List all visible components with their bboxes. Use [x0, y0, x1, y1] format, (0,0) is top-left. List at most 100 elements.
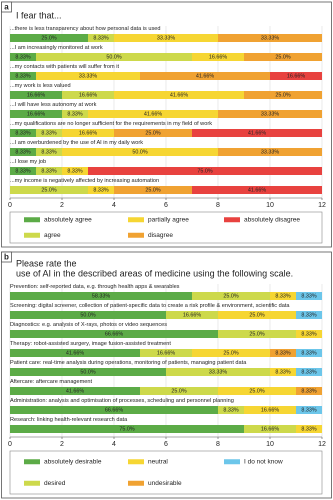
category-label: Administration: analysis and optimisatio…: [10, 398, 234, 404]
bar-segment: [10, 129, 36, 137]
value-label: 8.33%: [15, 131, 30, 137]
bar-segment: [166, 311, 218, 319]
bar-segment: [270, 368, 296, 376]
bar-segment: [10, 186, 88, 194]
x-tick-label: 12: [318, 202, 326, 209]
value-label: 8.33%: [15, 150, 30, 156]
bar-segment: [10, 311, 166, 319]
value-label: 8.33%: [275, 351, 290, 357]
value-label: 75.0%: [197, 169, 212, 175]
category-label: ...I lose my job: [10, 159, 47, 165]
bar-segment: [192, 349, 270, 357]
bar-segment: [62, 129, 114, 137]
bar-segment: [270, 292, 296, 300]
bar-segment: [296, 406, 322, 414]
value-label: 41.66%: [248, 188, 266, 194]
bar-segment: [114, 129, 192, 137]
bar-segment: [114, 34, 218, 42]
value-label: 16.66%: [27, 112, 45, 118]
bar-segment: [88, 34, 114, 42]
value-label: 8.33%: [41, 150, 56, 156]
x-tick-label: 0: [8, 441, 12, 448]
legend-swatch: [24, 232, 40, 238]
bar-segment: [218, 311, 296, 319]
value-label: 8.33%: [15, 55, 30, 61]
bar-segment: [10, 148, 36, 156]
bar-segment: [62, 167, 88, 175]
value-label: 8.33%: [301, 408, 316, 414]
value-label: 25.0%: [41, 188, 56, 194]
x-tick-label: 0: [8, 202, 12, 209]
bar-segment: [10, 368, 166, 376]
value-label: 33.33%: [261, 112, 279, 118]
value-label: 8.33%: [301, 351, 316, 357]
bar-segment: [10, 53, 36, 61]
value-label: 16.66%: [261, 427, 279, 433]
value-label: 41.66%: [248, 131, 266, 137]
bar-segment: [192, 292, 270, 300]
legend-swatch: [24, 459, 40, 465]
bar-segment: [296, 349, 322, 357]
category-label: ...there is less transparency about how …: [10, 26, 161, 32]
x-tick-label: 8: [216, 441, 220, 448]
bar-segment: [10, 167, 36, 175]
value-label: 50.0%: [80, 370, 95, 376]
bar-segment: [62, 110, 88, 118]
legend-label: agree: [44, 232, 61, 239]
legend-label: disagree: [148, 232, 173, 239]
legend-swatch: [128, 232, 144, 238]
value-label: 16.66%: [157, 351, 175, 357]
x-tick-label: 2: [60, 441, 64, 448]
value-label: 25.0%: [41, 36, 56, 42]
category-label: Research: linking health-relevant resear…: [10, 417, 128, 423]
bar-segment: [140, 349, 192, 357]
value-label: 8.33%: [15, 74, 30, 80]
value-label: 8.33%: [67, 169, 82, 175]
legend-label: I do not know: [244, 458, 283, 465]
bar-segment: [62, 148, 218, 156]
value-label: 8.33%: [301, 294, 316, 300]
value-label: 16.66%: [79, 93, 97, 99]
bar-segment: [296, 292, 322, 300]
value-label: 16.66%: [209, 55, 227, 61]
panel-frame: [1, 251, 332, 499]
bar-segment: [192, 129, 322, 137]
category-label: ...I will have less autonomy at work: [10, 102, 97, 108]
x-tick-label: 4: [112, 441, 116, 448]
value-label: 33.33%: [157, 36, 175, 42]
value-label: 58.33%: [92, 294, 110, 300]
value-label: 8.33%: [67, 112, 82, 118]
bar-segment: [192, 53, 244, 61]
bar-segment: [244, 53, 322, 61]
bar-segment: [36, 53, 192, 61]
legend-swatch: [224, 459, 240, 465]
value-label: 16.66%: [27, 93, 45, 99]
bar-segment: [296, 311, 322, 319]
value-label: 8.33%: [275, 370, 290, 376]
category-label: ...I am increasingly monitored at work: [10, 45, 103, 51]
category-label: Therapy: robot-assisted surgery, image f…: [10, 341, 171, 347]
bar-segment: [244, 425, 296, 433]
x-tick-label: 6: [164, 202, 168, 209]
value-label: 75.0%: [119, 427, 134, 433]
value-label: 66.66%: [105, 408, 123, 414]
value-label: 25.0%: [275, 55, 290, 61]
bar-segment: [10, 387, 140, 395]
bar-segment: [10, 330, 218, 338]
value-label: 33.33%: [261, 36, 279, 42]
value-label: 8.33%: [223, 408, 238, 414]
value-label: 25.0%: [249, 313, 264, 319]
value-label: 41.66%: [196, 74, 214, 80]
value-label: 25.0%: [145, 131, 160, 137]
category-label: Patient care: real-time analysis during …: [10, 360, 247, 366]
legend-label: partially agree: [148, 216, 189, 223]
x-tick-label: 10: [266, 441, 274, 448]
value-label: 25.0%: [223, 294, 238, 300]
value-label: 33.33%: [209, 370, 227, 376]
value-label: 25.0%: [223, 351, 238, 357]
bar-segment: [296, 330, 322, 338]
value-label: 16.66%: [261, 408, 279, 414]
bar-segment: [114, 186, 192, 194]
value-label: 16.66%: [287, 74, 305, 80]
